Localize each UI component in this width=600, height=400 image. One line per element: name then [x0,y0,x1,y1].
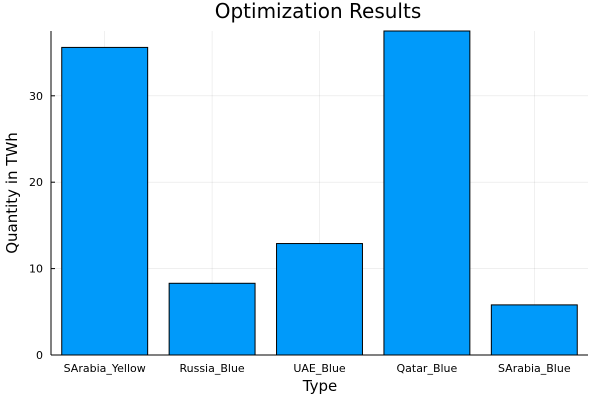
bar-Russia_Blue [168,282,256,356]
y-tick-label: 0 [36,349,43,362]
bars [61,30,578,356]
y-tick-label: 30 [29,90,43,103]
chart-title: Optimization Results [215,0,422,23]
y-tick-labels: 0 10 20 30 [29,90,55,362]
x-axis-label: Type [302,377,337,395]
axes [50,31,588,356]
bar-Qatar_Blue [383,30,471,356]
y-tick-label: 10 [29,263,43,276]
x-tick-label: SArabia_Yellow [64,362,146,375]
x-tick-label: SArabia_Blue [498,362,571,375]
y-axis-label: Quantity in TWh [3,132,21,254]
x-tick-label: Qatar_Blue [396,362,457,375]
y-tick-label: 20 [29,176,43,189]
x-tick-label: UAE_Blue [293,362,346,375]
bar-SArabia_Yellow [61,46,149,356]
x-tick-label: Russia_Blue [179,362,244,375]
bar-SArabia_Blue [490,304,578,356]
x-tick-labels: SArabia_Yellow Russia_Blue UAE_Blue Qatar_B… [64,362,571,375]
bar-UAE_Blue [276,243,363,356]
